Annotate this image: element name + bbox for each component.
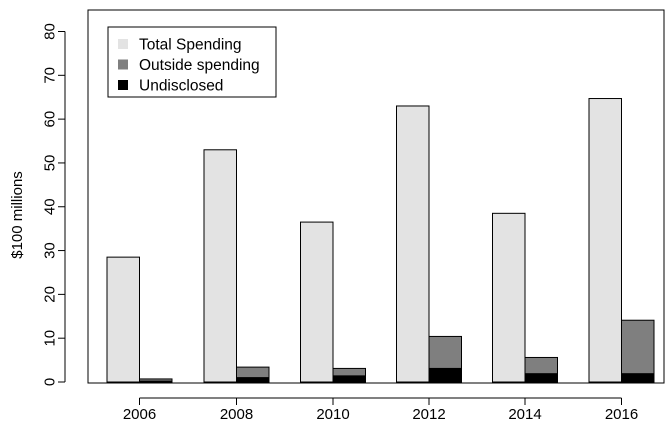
- x-tick-label: 2008: [220, 406, 253, 423]
- y-tick-label: 40: [41, 198, 58, 215]
- bar-total-spending: [300, 221, 334, 383]
- bar-total-spending: [588, 98, 622, 383]
- legend-label: Undisclosed: [139, 77, 223, 94]
- plot-frame: [87, 9, 665, 384]
- bar-total-spending: [106, 256, 140, 383]
- y-tick-label: 50: [41, 155, 58, 172]
- legend: Total Spending Outside spending Undisclose…: [107, 26, 277, 98]
- y-tick-label: 20: [41, 286, 58, 303]
- bar-undisclosed: [139, 380, 173, 383]
- y-axis: 0 10 20 30 40 50 60 70 80: [41, 23, 66, 386]
- x-tick-label: 2006: [123, 406, 156, 423]
- bar-undisclosed: [236, 377, 270, 383]
- bar-outside-spending: [621, 319, 655, 383]
- x-tick-label: 2010: [316, 406, 349, 423]
- bar-total-spending: [396, 105, 430, 383]
- legend-swatch: [118, 59, 128, 70]
- legend-label: Outside spending: [139, 57, 260, 74]
- x-tick-label: 2014: [508, 406, 541, 423]
- legend-box: [107, 26, 277, 98]
- y-tick-label: 70: [41, 67, 58, 84]
- legend-swatch: [118, 39, 128, 49]
- y-tick-label: 60: [41, 111, 58, 128]
- y-tick-label: 10: [41, 330, 58, 347]
- x-axis: 2006 2008 2010 2012 2014 2016: [123, 397, 638, 423]
- y-axis-title: $100 millions: [9, 171, 26, 259]
- bar-undisclosed: [332, 375, 366, 383]
- legend-label: Total Spending: [139, 36, 242, 53]
- y-tick-label: 80: [41, 23, 58, 40]
- bars: [106, 98, 655, 383]
- bar-total-spending: [492, 212, 526, 383]
- bar-total-spending: [203, 149, 237, 383]
- bar-undisclosed: [524, 373, 558, 383]
- bar-undisclosed: [428, 367, 462, 383]
- y-tick-label: 30: [41, 242, 58, 259]
- legend-swatch: [118, 80, 128, 90]
- bar-undisclosed: [621, 373, 655, 383]
- x-tick-label: 2012: [412, 406, 445, 423]
- x-tick-label: 2016: [605, 406, 638, 423]
- y-tick-label: 0: [41, 378, 58, 386]
